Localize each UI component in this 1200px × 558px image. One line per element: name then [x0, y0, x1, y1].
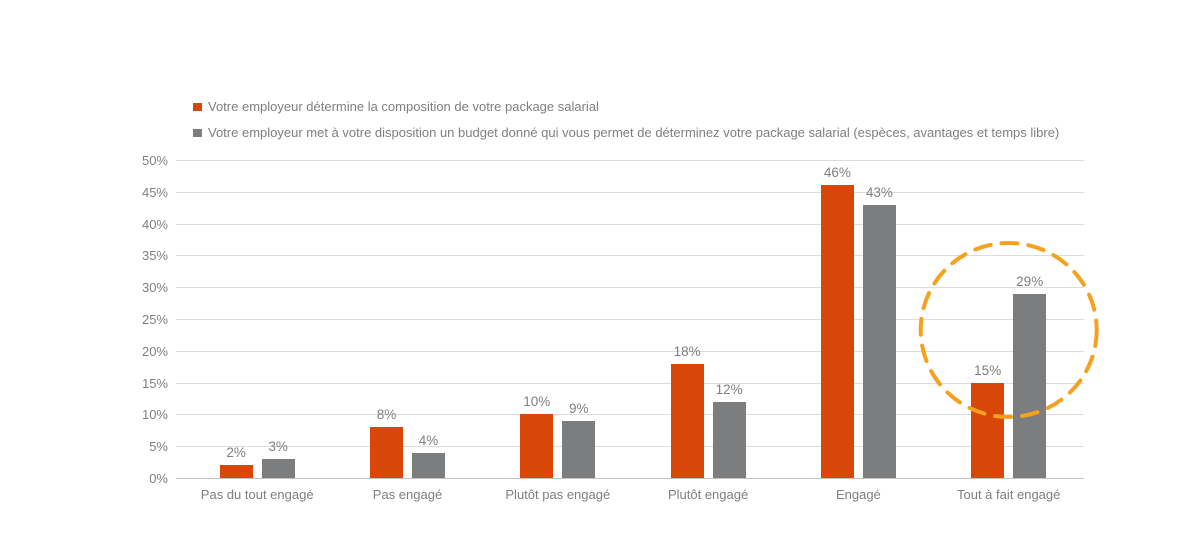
y-axis-tick-label: 5% [149, 439, 168, 455]
y-axis-tick-label: 25% [141, 312, 168, 327]
gridline-0% [176, 478, 1084, 479]
bar-series2-Pas du tout engagé [261, 458, 295, 478]
x-category-label-4: Plutôt engagé [667, 487, 749, 502]
value-label-series2-Pas du tout engagé: 3% [268, 438, 288, 454]
value-label-series1-Pas du tout engagé: 2% [226, 445, 246, 461]
legend-label: Votre employeur détermine la composition… [208, 99, 599, 114]
value-label-series2-Plutôt pas engagé: 9% [569, 400, 589, 416]
y-axis-tick-label: 30% [141, 280, 168, 296]
y-axis-tick-label: 10% [141, 407, 168, 423]
x-category-label-2: Pas engagé [372, 487, 443, 502]
gridline-30% [176, 287, 1084, 289]
bar-series1-Pas engagé [370, 427, 403, 478]
value-label-series1-Tout à fait engagé: 15% [974, 362, 1002, 378]
value-label-series1-Plutôt pas engagé: 10% [523, 394, 551, 410]
value-label-series2-Engagé: 43% [865, 184, 893, 200]
gridline-5% [176, 446, 1084, 448]
gridline-50% [176, 160, 1084, 161]
bar-series1-Plutôt engagé [670, 363, 704, 478]
gridline-35% [176, 255, 1084, 257]
gridline-20% [176, 350, 1084, 352]
legend-item-series-1: Votre employeur détermine la composition… [193, 98, 1059, 115]
bar-series1-Engagé [820, 185, 854, 478]
bar-series1-Tout à fait engagé [971, 382, 1005, 478]
plot-area: 0% 5% 10% 15% 20% 25% 30% 35% 40% 45% 50% 2% 3% Pas d… [142, 153, 1084, 502]
chart-legend: Votre employeur détermine la composition… [193, 98, 1059, 141]
y-axis-tick-label: 45% [141, 184, 168, 200]
value-label-series1-Plutôt engagé: 18% [673, 343, 701, 359]
bar-series2-Engagé [862, 204, 896, 478]
value-label-series2-Tout à fait engagé: 29% [1016, 273, 1044, 289]
y-axis-tick-label: 50% [141, 153, 168, 168]
value-label-series1-Engagé: 46% [823, 165, 851, 181]
bar-series1-Plutôt pas engagé [520, 414, 554, 478]
y-axis-tick-label: 20% [141, 343, 168, 359]
x-category-label-6: Tout à fait engagé [957, 487, 1061, 502]
x-category-label-3: Plutôt pas engagé [505, 487, 611, 502]
value-label-series2-Pas engagé: 4% [418, 432, 439, 448]
gridline-15% [176, 382, 1084, 384]
legend-swatch-icon [193, 102, 202, 111]
y-axis-tick-label: 40% [141, 216, 168, 232]
y-axis-tick-label: 15% [141, 375, 168, 391]
legend-item-series-2: Votre employeur met à votre disposition … [193, 124, 1059, 141]
gridline-10% [176, 414, 1084, 416]
x-category-label-1: Pas du tout engagé [200, 487, 314, 502]
y-axis-tick-label: 35% [141, 248, 168, 264]
bar-series2-Plutôt pas engagé [562, 420, 596, 478]
legend-label: Votre employeur met à votre disposition … [208, 125, 1060, 140]
value-label-series1-Pas engagé: 8% [376, 407, 397, 423]
gridline-45% [176, 191, 1084, 193]
x-category-label-5: Engagé [835, 487, 881, 502]
gridline-40% [176, 223, 1084, 225]
value-label-series2-Plutôt engagé: 12% [715, 381, 743, 397]
y-axis-tick-label: 0% [149, 471, 168, 486]
bar-series2-Plutôt engagé [712, 401, 746, 478]
bar-series2-Tout à fait engagé [1013, 293, 1047, 478]
gridline-25% [176, 319, 1084, 320]
legend-swatch-icon [193, 128, 202, 137]
bar-series2-Pas engagé [412, 452, 445, 478]
bar-series1-Pas du tout engagé [219, 465, 253, 478]
